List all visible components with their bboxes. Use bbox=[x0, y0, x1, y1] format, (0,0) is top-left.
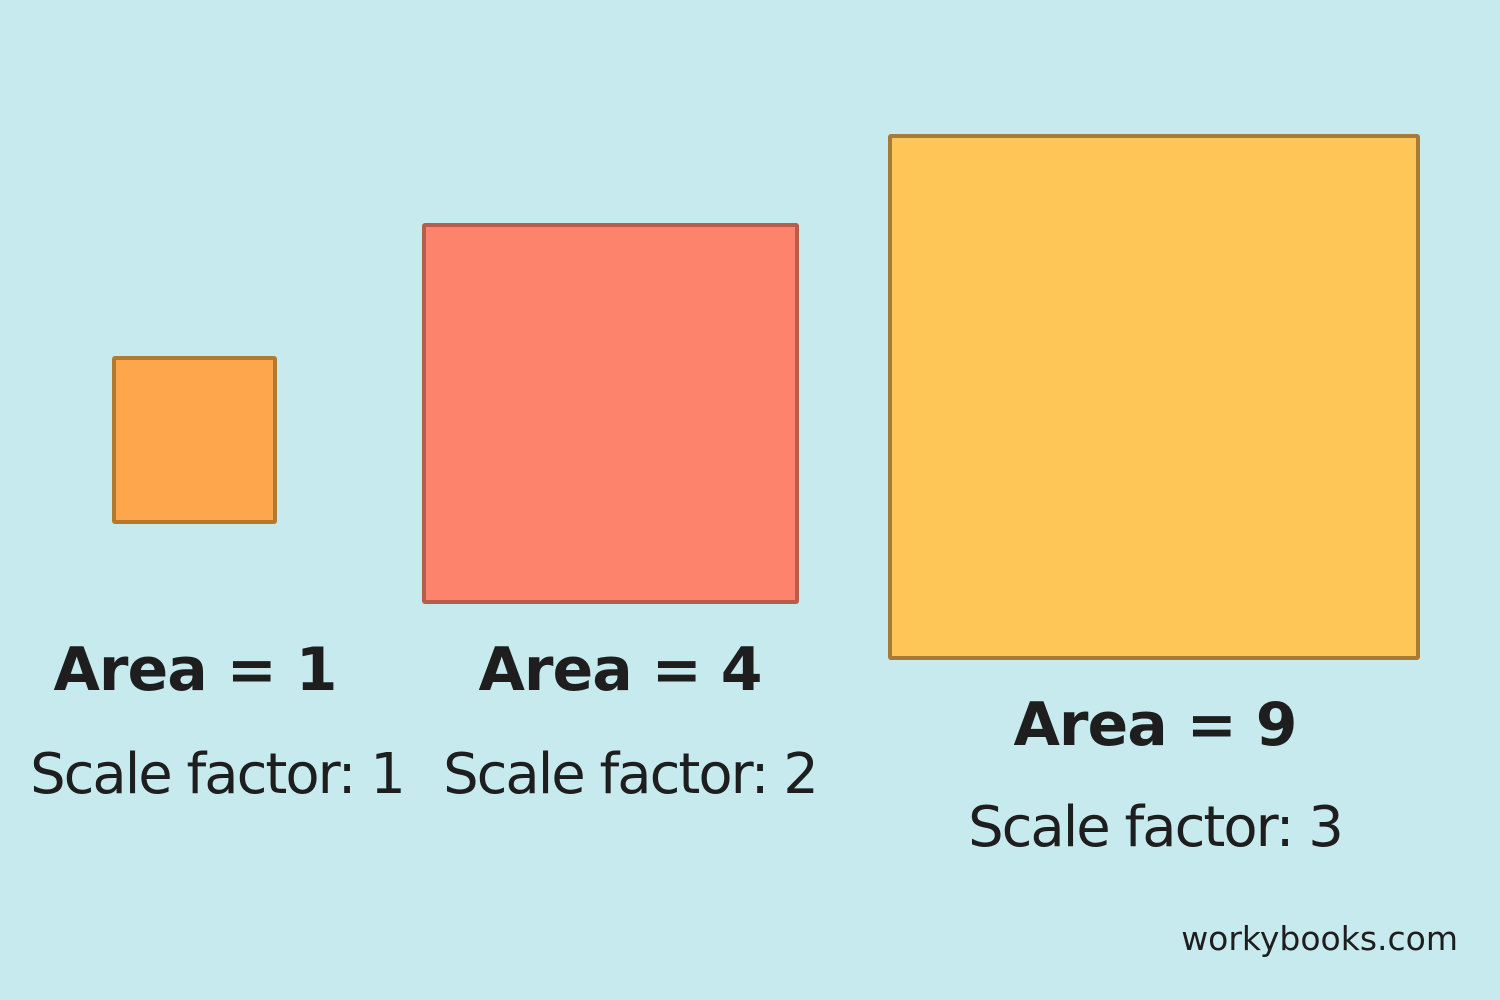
square-scale-1 bbox=[112, 356, 277, 524]
scale-factor-label-3: Scale factor: 3 bbox=[968, 795, 1344, 860]
scale-factor-label-2: Scale factor: 2 bbox=[443, 742, 819, 807]
area-label-1: Area = 1 bbox=[53, 635, 337, 705]
square-scale-2 bbox=[422, 223, 799, 604]
area-label-2: Area = 4 bbox=[478, 635, 762, 705]
area-label-3: Area = 9 bbox=[1013, 690, 1297, 760]
square-scale-3 bbox=[888, 134, 1420, 660]
scale-factor-label-1: Scale factor: 1 bbox=[30, 742, 406, 807]
watermark: workybooks.com bbox=[1181, 919, 1458, 958]
